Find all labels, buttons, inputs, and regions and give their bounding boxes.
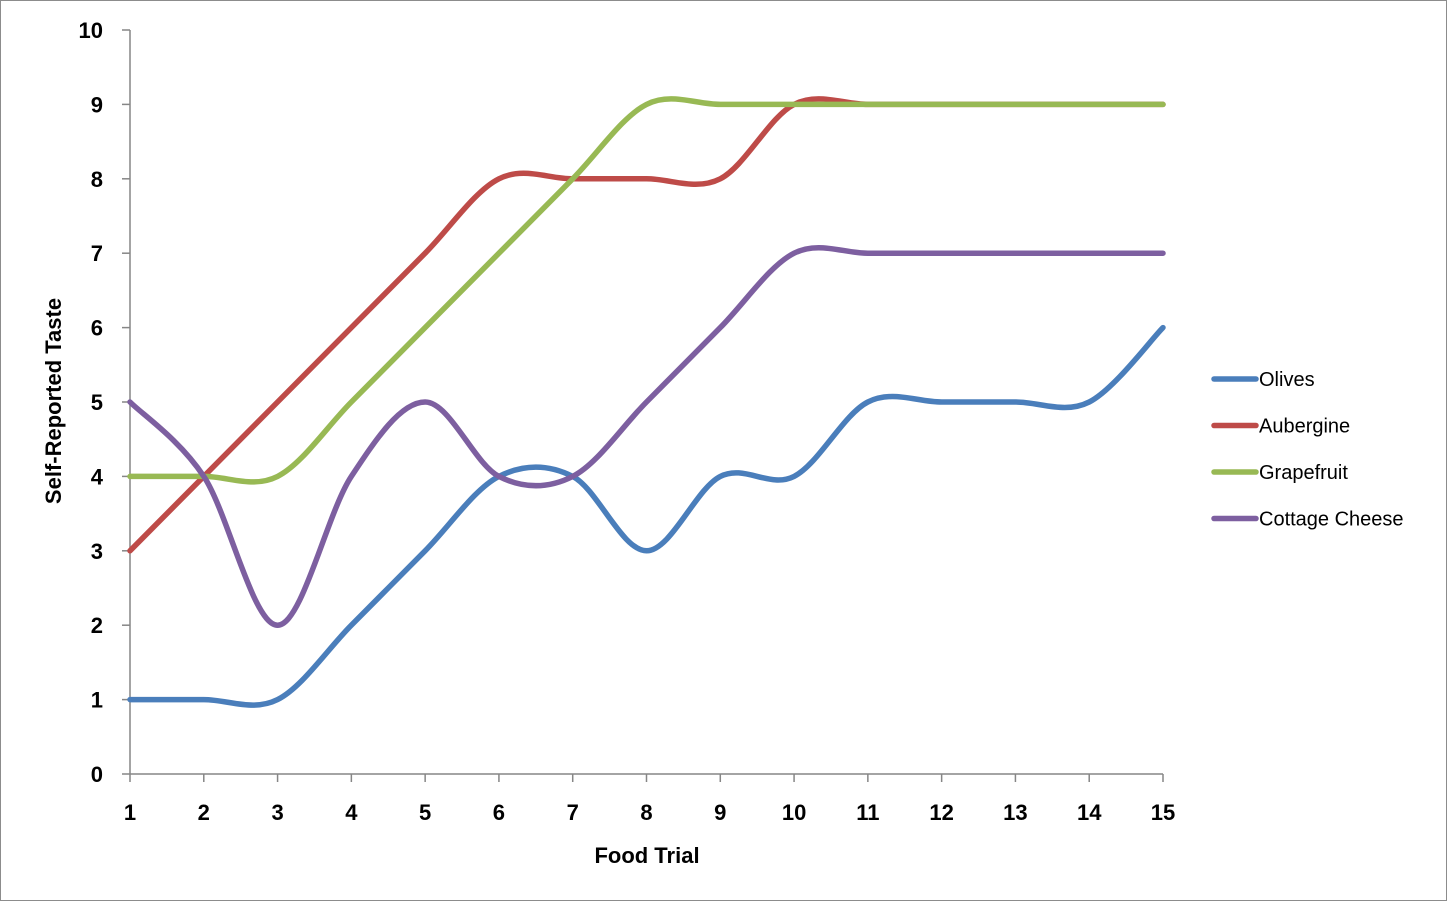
y-tick-label: 2 — [91, 613, 103, 638]
legend-label-olives: Olives — [1259, 369, 1315, 391]
y-tick-label: 8 — [91, 167, 103, 192]
x-tick-label: 11 — [856, 800, 879, 825]
x-tick-label: 13 — [1003, 800, 1027, 825]
series-line-aubergine — [127, 96, 1166, 554]
series-line-grapefruit — [127, 96, 1166, 485]
legend-label-grapefruit: Grapefruit — [1259, 462, 1348, 484]
x-tick-label: 3 — [271, 800, 283, 825]
x-tick-label: 14 — [1077, 800, 1102, 825]
x-tick-label: 1 — [124, 800, 136, 825]
y-tick-label: 9 — [91, 92, 103, 117]
x-tick-label: 9 — [714, 800, 726, 825]
y-tick-label: 6 — [91, 316, 103, 341]
x-tick-label: 10 — [782, 800, 806, 825]
y-tick-label: 1 — [91, 688, 103, 713]
x-tick-label: 7 — [567, 800, 579, 825]
x-tick-label: 8 — [640, 800, 652, 825]
x-tick-label: 15 — [1151, 800, 1175, 825]
x-tick-label: 4 — [345, 800, 358, 825]
y-tick-label: 0 — [91, 762, 103, 787]
series-line-cottage-cheese — [127, 244, 1166, 628]
y-tick-label: 10 — [79, 18, 103, 43]
x-tick-label: 5 — [419, 800, 431, 825]
x-tick-label: 2 — [198, 800, 210, 825]
series-line-olives — [127, 324, 1166, 708]
y-axis-title: Self-Reported Taste — [41, 298, 66, 504]
legend-label-cottage-cheese: Cottage Cheese — [1259, 509, 1404, 531]
y-tick-label: 5 — [91, 390, 103, 415]
legend: Olives Aubergine Grapefruit Cottage Cheese — [1211, 369, 1404, 531]
legend-label-aubergine: Aubergine — [1259, 416, 1350, 438]
x-axis-title: Food Trial — [594, 843, 699, 868]
y-tick-label: 7 — [91, 241, 103, 266]
y-tick-label: 4 — [91, 464, 104, 489]
series-layer — [127, 96, 1166, 708]
x-tick-label: 6 — [493, 800, 505, 825]
x-tick-label: 12 — [929, 800, 953, 825]
y-tick-label: 3 — [91, 539, 103, 564]
